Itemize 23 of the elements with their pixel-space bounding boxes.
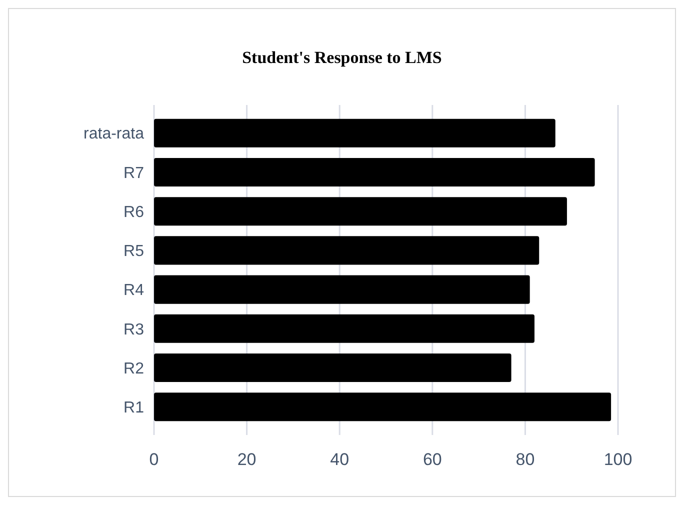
y-tick-label: R6	[124, 204, 144, 221]
bar	[154, 197, 567, 226]
bar	[154, 392, 612, 422]
x-tick-label: 40	[330, 450, 350, 469]
bar	[154, 314, 534, 343]
y-tick-label: R3	[124, 321, 144, 338]
x-tick-label: 100	[604, 450, 632, 469]
x-tick-label: 60	[422, 450, 442, 469]
bar	[154, 353, 512, 382]
x-tick-label: 0	[149, 450, 159, 469]
bar	[154, 236, 540, 265]
y-tick-label: R4	[124, 282, 144, 300]
x-tick-label: 20	[237, 450, 256, 469]
y-tick-label: R1	[124, 399, 144, 416]
bar	[154, 118, 556, 148]
x-tick-label: 80	[516, 450, 535, 469]
y-tick-label: R2	[124, 360, 144, 378]
bar	[154, 158, 595, 187]
y-tick-label: R5	[124, 243, 144, 260]
bar	[154, 275, 530, 304]
chart-title: Student's Response to LMS	[242, 48, 442, 67]
y-tick-label: rata-rata	[84, 126, 144, 143]
y-tick-label: R7	[124, 164, 144, 182]
